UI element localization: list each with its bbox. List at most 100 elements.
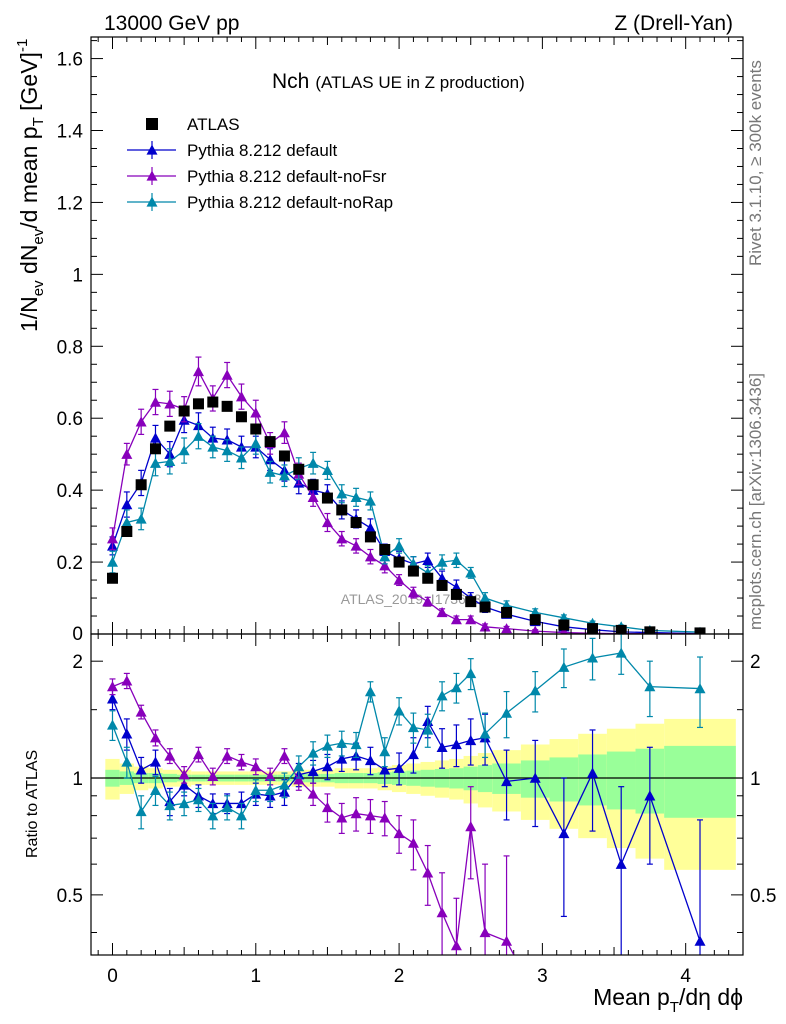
ratio-point: [149, 784, 161, 795]
ratio-point: [278, 779, 290, 790]
ratio-point: [644, 790, 656, 801]
data-point: [135, 416, 147, 427]
ratio-point: [422, 867, 434, 878]
data-point: [278, 427, 290, 438]
data-point: [106, 556, 118, 567]
atlas-point: [615, 624, 627, 634]
chart-title: Nch (ATLAS UE in Z production): [272, 70, 525, 93]
atlas-point: [587, 623, 599, 634]
atlas-point: [321, 492, 333, 504]
ratio-point: [436, 907, 448, 918]
x-axis-label: Mean pT/dη dϕ: [593, 984, 743, 1016]
ratio-tick-label-right: 0.5: [750, 886, 776, 907]
data-point: [121, 448, 133, 459]
atlas-point: [264, 436, 276, 448]
ratio-y-axis-label: Ratio to ATLAS: [24, 750, 41, 858]
ratio-point: [364, 810, 376, 821]
atlas-point: [422, 572, 434, 584]
ratio-point: [307, 747, 319, 758]
atlas-point: [393, 556, 405, 568]
ratio-point: [192, 748, 204, 760]
ratio-point: [321, 801, 333, 813]
ratio-point: [106, 681, 118, 692]
data-point: [321, 464, 333, 476]
ratio-point: [364, 686, 376, 697]
atlas-point: [436, 579, 448, 591]
ratio-tick-label-right: 2: [750, 652, 761, 673]
ratio-point: [336, 737, 348, 748]
atlas-point: [106, 572, 118, 584]
ratio-point: [501, 707, 513, 718]
legend: ATLAS Pythia 8.212 default Pythia 8.212 de…: [127, 115, 393, 212]
axis-ticks: 0 1 2 3 4 0.2 0.4 0.6 0.8 1 1.2 1.4 1.6 0 0.5 0.5 1 1 2 2: [57, 37, 776, 987]
ratio-point: [379, 746, 391, 757]
data-point: [207, 441, 219, 452]
ratio-point: [407, 837, 419, 848]
ratio-point: [422, 724, 434, 735]
ratio-point: [164, 750, 176, 761]
data-point: [121, 517, 133, 528]
data-point: [393, 574, 405, 585]
ratio-point: [207, 770, 219, 782]
data-point: [178, 445, 190, 456]
data-point: [149, 396, 161, 407]
data-point: [530, 625, 540, 634]
ratio-point: [192, 794, 204, 805]
data-point: [250, 407, 262, 418]
data-point: [479, 592, 491, 603]
rivet-label: Rivet 3.1.10, ≥ 300k events: [746, 60, 765, 266]
atlas-point: [250, 423, 262, 435]
data-point: [450, 614, 462, 625]
ratio-point: [293, 774, 305, 785]
atlas-point: [135, 479, 147, 491]
ratio-line: [112, 679, 515, 955]
ratio-point: [221, 801, 233, 813]
y-tick-label-zero: 0: [72, 624, 83, 645]
data-point: [221, 369, 233, 380]
data-point: [560, 627, 568, 634]
ratio-point: [615, 858, 627, 869]
ratio-point: [106, 693, 118, 704]
atlas-point: [293, 463, 305, 475]
atlas-point: [121, 526, 133, 538]
ratio-point: [178, 797, 190, 809]
y-tick-label: 0.8: [57, 337, 83, 358]
energy-label: 13000 GeV pp: [104, 12, 239, 35]
data-point: [436, 556, 448, 567]
data-point: [164, 398, 176, 409]
x-tick-label: 4: [680, 966, 691, 987]
ratio-point: [121, 675, 133, 686]
data-point: [379, 551, 391, 562]
legend-marker-atlas: [146, 118, 158, 130]
ratio-line: [111, 652, 701, 817]
data-point: [221, 445, 233, 456]
series-line: [111, 419, 701, 634]
ratio-point: [336, 753, 348, 764]
atlas-point: [501, 606, 513, 618]
ratio-point: [465, 667, 477, 679]
x-tick-label: 0: [107, 966, 118, 987]
ratio-point: [501, 775, 513, 787]
data-point: [436, 606, 448, 618]
ratio-point: [350, 739, 362, 750]
data-point: [465, 614, 477, 625]
ratio-point: [307, 765, 319, 777]
ratio-point: [529, 685, 541, 696]
legend-marker: [146, 144, 158, 155]
atlas-point: [529, 614, 541, 626]
atlas-point: [364, 531, 376, 543]
y-tick-label: 1.6: [57, 50, 83, 71]
ratio-point: [644, 681, 656, 692]
ratio-point: [587, 652, 599, 663]
ratio-point: [135, 805, 147, 817]
data-point: [350, 491, 362, 503]
ratio-series: [106, 634, 706, 955]
ratio-point: [264, 784, 276, 795]
ratio-point: [615, 647, 627, 658]
data-point: [336, 488, 348, 499]
y-tick-label: 0.2: [57, 553, 83, 574]
data-point: [135, 513, 147, 524]
ratio-point: [178, 769, 190, 780]
ratio-point: [436, 741, 448, 752]
